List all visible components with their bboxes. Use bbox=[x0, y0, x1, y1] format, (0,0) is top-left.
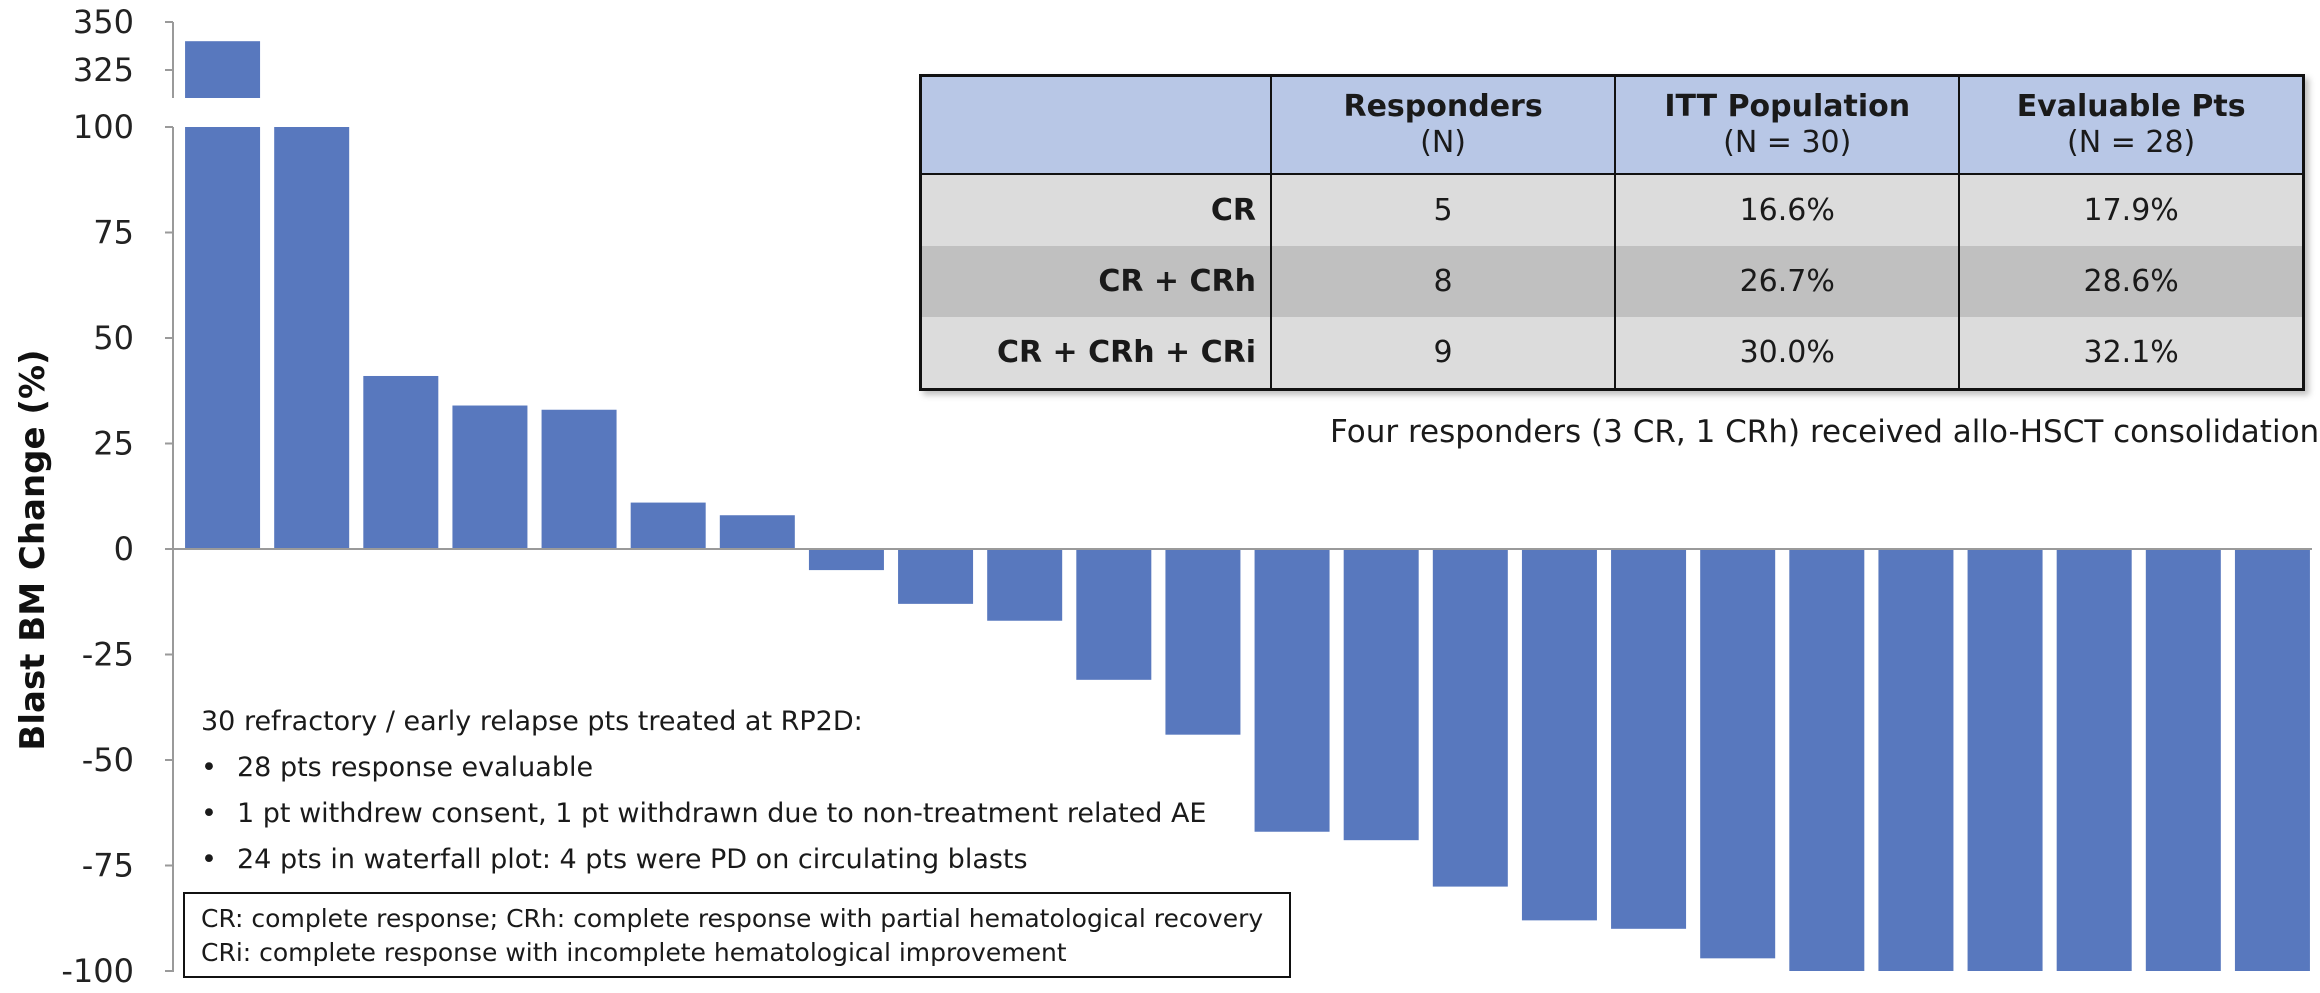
y-axis-label: Blast BM Change (%) bbox=[13, 349, 53, 750]
bar bbox=[274, 127, 350, 549]
header-title: ITT Population bbox=[1664, 89, 1911, 124]
list-item-text: 28 pts response evaluable bbox=[237, 752, 594, 783]
itt-cell: 26.7% bbox=[1614, 246, 1961, 317]
table-header-blank bbox=[919, 74, 1272, 175]
bar bbox=[452, 405, 528, 549]
evaluable-cell: 28.6% bbox=[1958, 246, 2305, 317]
hsct-note: Four responders (3 CR, 1 CRh) received a… bbox=[1330, 414, 2320, 450]
table-header-evaluable: Evaluable Pts (N = 28) bbox=[1958, 74, 2305, 175]
bar bbox=[1254, 549, 1330, 832]
bar bbox=[2056, 549, 2132, 971]
list-item-text: 24 pts in waterfall plot: 4 pts were PD … bbox=[237, 844, 1028, 875]
bar-series bbox=[185, 41, 2310, 971]
table-header-itt: ITT Population (N = 30) bbox=[1614, 74, 1961, 175]
bar bbox=[987, 549, 1063, 621]
y-tick-label: -100 bbox=[61, 952, 134, 990]
patients-note: 30 refractory / early relapse pts treate… bbox=[201, 699, 1206, 883]
table-row: CR 5 16.6% 17.9% bbox=[919, 174, 2305, 246]
list-item: • 1 pt withdrew consent, 1 pt withdrawn d… bbox=[201, 791, 1206, 837]
y-tick-label: 325 bbox=[73, 51, 134, 89]
row-label: CR + CRh + CRi bbox=[919, 317, 1272, 390]
bar bbox=[1165, 549, 1241, 735]
y-tick-label: 25 bbox=[93, 425, 134, 463]
bullet-icon: • bbox=[201, 844, 217, 875]
bar bbox=[541, 409, 617, 549]
bullet-icon: • bbox=[201, 798, 217, 829]
patients-note-intro: 30 refractory / early relapse pts treate… bbox=[201, 706, 863, 737]
y-tick-label: 50 bbox=[93, 319, 134, 357]
bar bbox=[2234, 549, 2310, 971]
bar bbox=[1700, 549, 1776, 959]
row-label: CR + CRh bbox=[919, 246, 1272, 317]
y-axis: 100 75 50 25 0 -25 -50 -75 -100 350 325 bbox=[61, 3, 174, 990]
header-title: Responders bbox=[1343, 89, 1543, 124]
table-header-responders: Responders (N) bbox=[1269, 74, 1617, 175]
responders-cell: 5 bbox=[1269, 174, 1617, 246]
header-title: Evaluable Pts bbox=[2016, 89, 2246, 124]
bar bbox=[1878, 549, 1954, 971]
bar bbox=[363, 375, 439, 549]
abbreviation-legend: CR: complete response; CRh: complete res… bbox=[183, 892, 1291, 978]
abbreviation-line: CR: complete response; CRh: complete res… bbox=[201, 904, 1264, 933]
table-row: CR + CRh + CRi 9 30.0% 32.1% bbox=[919, 317, 2305, 390]
evaluable-cell: 32.1% bbox=[1958, 317, 2305, 390]
bar bbox=[1789, 549, 1865, 971]
header-subtitle: (N = 30) bbox=[1723, 125, 1852, 160]
y-tick-label: 100 bbox=[73, 108, 134, 146]
bar bbox=[1967, 549, 2043, 971]
evaluable-cell: 17.9% bbox=[1958, 174, 2305, 246]
bar bbox=[2145, 549, 2221, 971]
itt-cell: 16.6% bbox=[1614, 174, 1961, 246]
y-tick-label: -75 bbox=[82, 847, 134, 885]
bar bbox=[808, 549, 884, 571]
row-label: CR bbox=[919, 174, 1272, 246]
y-tick-label: 75 bbox=[93, 214, 134, 252]
bar bbox=[185, 127, 261, 549]
bullet-icon: • bbox=[201, 752, 217, 783]
header-subtitle: (N) bbox=[1420, 125, 1466, 160]
responders-cell: 9 bbox=[1269, 317, 1617, 390]
abbreviation-line: CRi: complete response with incomplete h… bbox=[201, 938, 1067, 967]
list-item-text: 1 pt withdrew consent, 1 pt withdrawn du… bbox=[237, 798, 1207, 829]
bar bbox=[630, 502, 706, 549]
y-tick-label: -25 bbox=[82, 636, 134, 674]
y-tick-label: 350 bbox=[73, 3, 134, 41]
bar bbox=[719, 515, 795, 549]
table-row: CR + CRh 8 26.7% 28.6% bbox=[919, 246, 2305, 317]
bar bbox=[898, 549, 974, 604]
bar bbox=[1076, 549, 1152, 680]
bar bbox=[1611, 549, 1687, 929]
header-subtitle: (N = 28) bbox=[2067, 125, 2196, 160]
bar bbox=[1521, 549, 1597, 921]
y-tick-label: -50 bbox=[82, 741, 134, 779]
patients-note-list: • 28 pts response evaluable • 1 pt withdre… bbox=[201, 745, 1206, 883]
bar-upper-segment bbox=[185, 41, 261, 98]
y-tick-label: 0 bbox=[114, 530, 134, 568]
responders-cell: 8 bbox=[1269, 246, 1617, 317]
list-item: • 28 pts response evaluable bbox=[201, 745, 1206, 791]
bar bbox=[1343, 549, 1419, 841]
list-item: • 24 pts in waterfall plot: 4 pts were PD… bbox=[201, 837, 1206, 883]
table-header-row: Responders (N) ITT Population (N = 30) E… bbox=[919, 74, 2305, 175]
bar bbox=[1432, 549, 1508, 887]
itt-cell: 30.0% bbox=[1614, 317, 1961, 390]
response-table: Responders (N) ITT Population (N = 30) E… bbox=[919, 74, 2305, 391]
